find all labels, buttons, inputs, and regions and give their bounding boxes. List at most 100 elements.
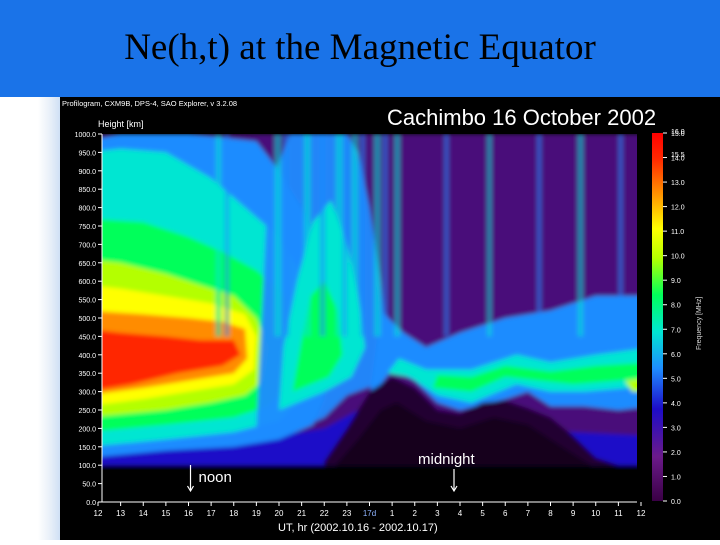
heat-spread-f-streak bbox=[394, 134, 401, 337]
profilogram-chart: Profilogram, CXM9B, DPS-4, SAO Explorer,… bbox=[62, 99, 703, 534]
heat-spread-f-streak bbox=[319, 134, 326, 337]
header-line: Profilogram, CXM9B, DPS-4, SAO Explorer,… bbox=[62, 99, 237, 108]
x-tick-label: 2 bbox=[413, 509, 418, 518]
slide-title: Ne(h,t) at the Magnetic Equator bbox=[124, 27, 596, 68]
colorbar-top-label: 16.0 bbox=[671, 129, 685, 136]
decorative-strip bbox=[38, 97, 60, 540]
heat-below-bottomside bbox=[102, 465, 637, 502]
x-tick-label: 12 bbox=[637, 509, 646, 518]
y-tick-label: 1000.0 bbox=[75, 132, 97, 139]
heat-spread-f-streak bbox=[487, 134, 492, 337]
y-tick-label: 800.0 bbox=[78, 206, 96, 213]
colorbar-tick-label: 13.0 bbox=[671, 180, 685, 187]
x-tick-label: 3 bbox=[435, 509, 440, 518]
x-tick-label: 23 bbox=[342, 509, 351, 518]
y-tick-label: 0.0 bbox=[86, 500, 96, 507]
colorbar-tick-label: 10.0 bbox=[671, 254, 685, 261]
y-tick-label: 850.0 bbox=[78, 187, 96, 194]
heat-spread-f-streak bbox=[283, 134, 290, 337]
colorbar bbox=[652, 133, 663, 501]
colorbar-tick-label: 15.5 bbox=[671, 152, 685, 159]
slide-left-margin bbox=[0, 97, 60, 540]
heat-night-yellowgreen bbox=[625, 378, 637, 392]
colorbar-tick-label: 12.0 bbox=[671, 205, 685, 212]
colorbar-axis: 15.0 14.0 13.0 12.0 11.0 10.0 9.0 8.0 7.0 6.0 5.0 4… bbox=[663, 129, 685, 506]
midnight-label: midnight bbox=[418, 451, 476, 468]
profilogram-panel: Profilogram, CXM9B, DPS-4, SAO Explorer,… bbox=[60, 97, 720, 540]
colorbar-tick-label: 6.0 bbox=[671, 352, 681, 359]
heatmap-layer bbox=[102, 134, 637, 502]
heat-spread-f-streak bbox=[444, 134, 449, 337]
colorbar-tick-label: 3.0 bbox=[671, 425, 681, 432]
y-axis: 1000.0 950.0 900.0 850.0 800.0 750.0 700.0 650.… bbox=[75, 132, 103, 507]
annotation-arrowhead bbox=[186, 485, 195, 493]
y-tick-label: 750.0 bbox=[78, 224, 96, 231]
heat-spread-f-streak bbox=[536, 134, 542, 337]
annotation-arrowhead bbox=[450, 485, 458, 493]
colorbar-tick-label: 0.0 bbox=[671, 499, 681, 506]
x-tick-label: 15 bbox=[161, 509, 170, 518]
heat-spread-f-streak bbox=[215, 134, 222, 337]
x-axis: 12 13 14 15 16 17 18 19 20 21 22 23 17d 1 2 3 4 5 6 7 8 9 10 11… bbox=[94, 501, 646, 518]
x-tick-label: 14 bbox=[139, 509, 148, 518]
y-tick-label: 100.0 bbox=[78, 463, 96, 470]
x-tick-label: 6 bbox=[503, 509, 508, 518]
heat-spread-f-streak bbox=[383, 134, 388, 337]
y-tick-label: 250.0 bbox=[78, 408, 96, 415]
y-tick-label: 600.0 bbox=[78, 279, 96, 286]
heat-spread-f-streak bbox=[374, 134, 381, 337]
x-tick-label: 1 bbox=[390, 509, 395, 518]
heat-spread-f-streak bbox=[351, 134, 359, 337]
x-tick-label: 5 bbox=[480, 509, 485, 518]
x-tick-label: 19 bbox=[252, 509, 261, 518]
y-tick-label: 900.0 bbox=[78, 169, 96, 176]
heat-night-darkest bbox=[335, 402, 592, 466]
heat-spread-f-streak bbox=[335, 134, 344, 337]
x-tick-label: 16 bbox=[184, 509, 193, 518]
y-tick-label: 500.0 bbox=[78, 316, 96, 323]
heat-uplift-green bbox=[292, 281, 343, 392]
y-tick-label: 150.0 bbox=[78, 445, 96, 452]
x-tick-label: 22 bbox=[320, 509, 329, 518]
y-tick-label: 700.0 bbox=[78, 242, 96, 249]
y-tick-label: 550.0 bbox=[78, 298, 96, 305]
heat-spread-f-streak bbox=[274, 134, 282, 337]
heat-spread-f-streak bbox=[618, 134, 623, 337]
colorbar-tick-label: 9.0 bbox=[671, 278, 681, 285]
x-tick-label: 11 bbox=[614, 509, 623, 518]
y-tick-label: 400.0 bbox=[78, 353, 96, 360]
x-tick-label: 4 bbox=[458, 509, 463, 518]
heat-spread-f-streak bbox=[577, 134, 584, 337]
y-tick-label: 450.0 bbox=[78, 334, 96, 341]
y-tick-label: 200.0 bbox=[78, 426, 96, 433]
colorbar-tick-label: 1.0 bbox=[671, 474, 681, 481]
colorbar-tick-label: 8.0 bbox=[671, 303, 681, 310]
heat-spread-f-streak bbox=[224, 134, 230, 337]
x-tick-label: 20 bbox=[275, 509, 284, 518]
heat-spread-f-streak bbox=[303, 134, 311, 337]
chart-title: Cachimbo 16 October 2002 bbox=[387, 105, 656, 130]
heat-day-red bbox=[102, 330, 241, 390]
colorbar-tick-label: 4.0 bbox=[671, 401, 681, 408]
heat-night-green bbox=[432, 363, 637, 392]
y-tick-label: 350.0 bbox=[78, 371, 96, 378]
colorbar-tick-label: 11.0 bbox=[671, 229, 684, 236]
heat-spread-f-streak bbox=[360, 134, 365, 337]
y-axis-label: Height [km] bbox=[98, 119, 144, 129]
heat-spread-f-streak bbox=[342, 134, 347, 337]
colorbar-tick-label: 5.0 bbox=[671, 376, 681, 383]
x-tick-label: 9 bbox=[571, 509, 576, 518]
x-tick-label: 7 bbox=[526, 509, 531, 518]
x-tick-label: 10 bbox=[591, 509, 600, 518]
x-axis-label: UT, hr (2002.10.16 - 2002.10.17) bbox=[278, 522, 438, 534]
colorbar-tick-label: 2.0 bbox=[671, 450, 681, 457]
annotations: noon midnight bbox=[186, 451, 476, 493]
colorbar-tick-label: 7.0 bbox=[671, 327, 681, 334]
colorbar-tick-label: 15.0 bbox=[671, 131, 685, 138]
title-banner bbox=[0, 0, 720, 97]
y-tick-label: 300.0 bbox=[78, 390, 96, 397]
x-tick-label: 18 bbox=[229, 509, 238, 518]
x-tick-label: 17d bbox=[363, 509, 376, 518]
x-tick-label: 21 bbox=[297, 509, 306, 518]
x-tick-label: 13 bbox=[116, 509, 125, 518]
